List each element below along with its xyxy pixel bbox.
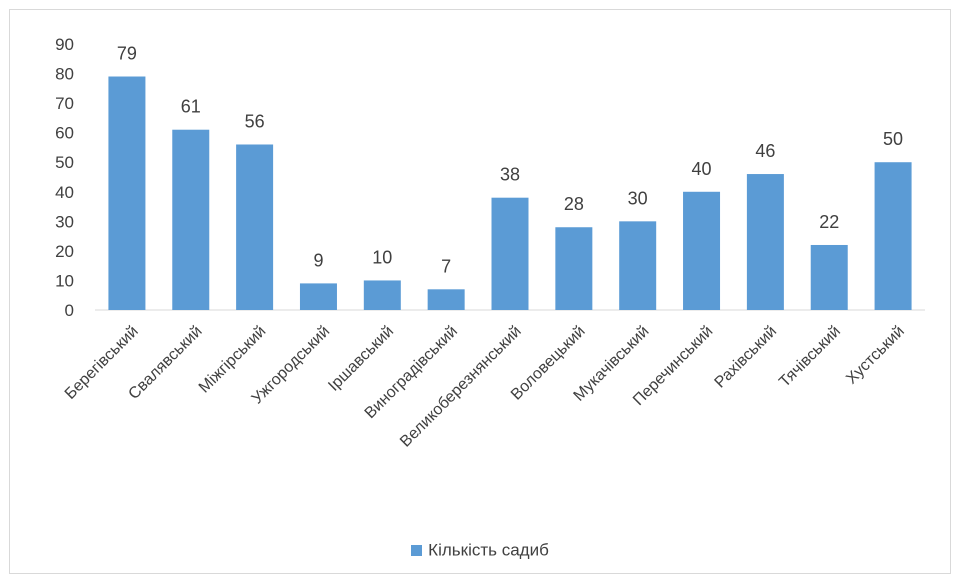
x-category-label: Іршавський [325, 323, 397, 395]
bar-value-label: 38 [500, 165, 520, 185]
bar [683, 191, 721, 310]
bars [108, 76, 912, 310]
x-category-label: Великоберезнянський [397, 323, 525, 451]
bar-value-label: 9 [313, 250, 323, 270]
y-tick-label: 30 [55, 212, 74, 231]
bar [108, 76, 146, 310]
y-tick-label: 50 [55, 153, 74, 172]
y-tick-label: 40 [55, 183, 74, 202]
bar [172, 129, 210, 310]
category-labels: БерегівськийСвалявськийМіжгірськийУжгоро… [62, 323, 908, 451]
x-category-label: Рахівський [712, 323, 781, 392]
bar [874, 162, 912, 310]
chart-area [9, 9, 951, 574]
bar-value-label: 10 [372, 247, 392, 267]
bar [491, 197, 529, 310]
bar-value-label: 61 [181, 97, 201, 117]
bar-value-label: 7 [441, 256, 451, 276]
legend-swatch [411, 545, 423, 557]
bar [619, 221, 657, 310]
y-tick-label: 60 [55, 124, 74, 143]
bar [299, 283, 337, 310]
bar-value-label: 40 [692, 159, 712, 179]
bar-value-label: 22 [819, 212, 839, 232]
bar-value-label: 30 [628, 188, 648, 208]
bar [746, 174, 784, 310]
bar-value-label: 56 [245, 111, 265, 131]
legend: Кількість садиб [0, 540, 960, 561]
x-category-label: Тячівський [776, 323, 844, 391]
y-tick-label: 90 [55, 35, 74, 54]
bar-value-label: 28 [564, 194, 584, 214]
bar [427, 289, 465, 310]
y-tick-label: 20 [55, 242, 74, 261]
y-tick-label: 0 [65, 301, 74, 320]
bar [363, 280, 401, 310]
y-axis-ticks: 0 10 20 30 40 50 60 70 80 90 [55, 35, 74, 320]
y-tick-label: 80 [55, 65, 74, 84]
bar-value-label: 50 [883, 129, 903, 149]
data-labels: 79 61 56 9 10 7 38 28 30 40 46 22 50 [117, 44, 903, 277]
bar [236, 144, 274, 310]
y-tick-label: 10 [55, 271, 74, 290]
bar [555, 227, 593, 310]
bar-value-label: 46 [755, 141, 775, 161]
legend-label: Кількість садиб [428, 540, 549, 560]
bar-value-label: 79 [117, 44, 137, 64]
bar [810, 244, 848, 310]
x-category-label: Хустський [843, 323, 908, 388]
y-tick-label: 70 [55, 94, 74, 113]
